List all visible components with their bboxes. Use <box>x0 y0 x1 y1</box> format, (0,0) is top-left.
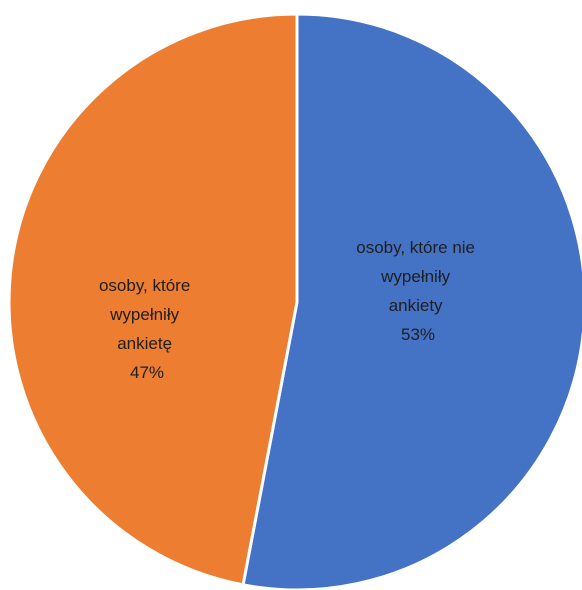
slice-percent-not-filled: 53% <box>401 325 435 344</box>
slice-label-not-filled-line-3: ankiety <box>389 296 443 315</box>
slice-percent-filled: 47% <box>130 363 164 382</box>
slice-label-not-filled-line-1: osoby, które nie <box>356 238 475 257</box>
pie-slices <box>7 12 582 590</box>
slice-label-not-filled-line-2: wypełniły <box>380 267 450 286</box>
slice-label-not-filled: osoby, które nie wypełniły ankiety 53% <box>356 238 480 344</box>
slice-label-filled-line-3: ankietę <box>117 334 172 353</box>
slice-label-filled-line-1: osoby, które <box>99 276 190 295</box>
slice-label-filled: osoby, które wypełniły ankietę 47% <box>99 276 195 382</box>
slice-label-filled-line-2: wypełniły <box>109 305 179 324</box>
slice-not-filled <box>241 12 582 590</box>
slice-filled <box>7 12 299 587</box>
